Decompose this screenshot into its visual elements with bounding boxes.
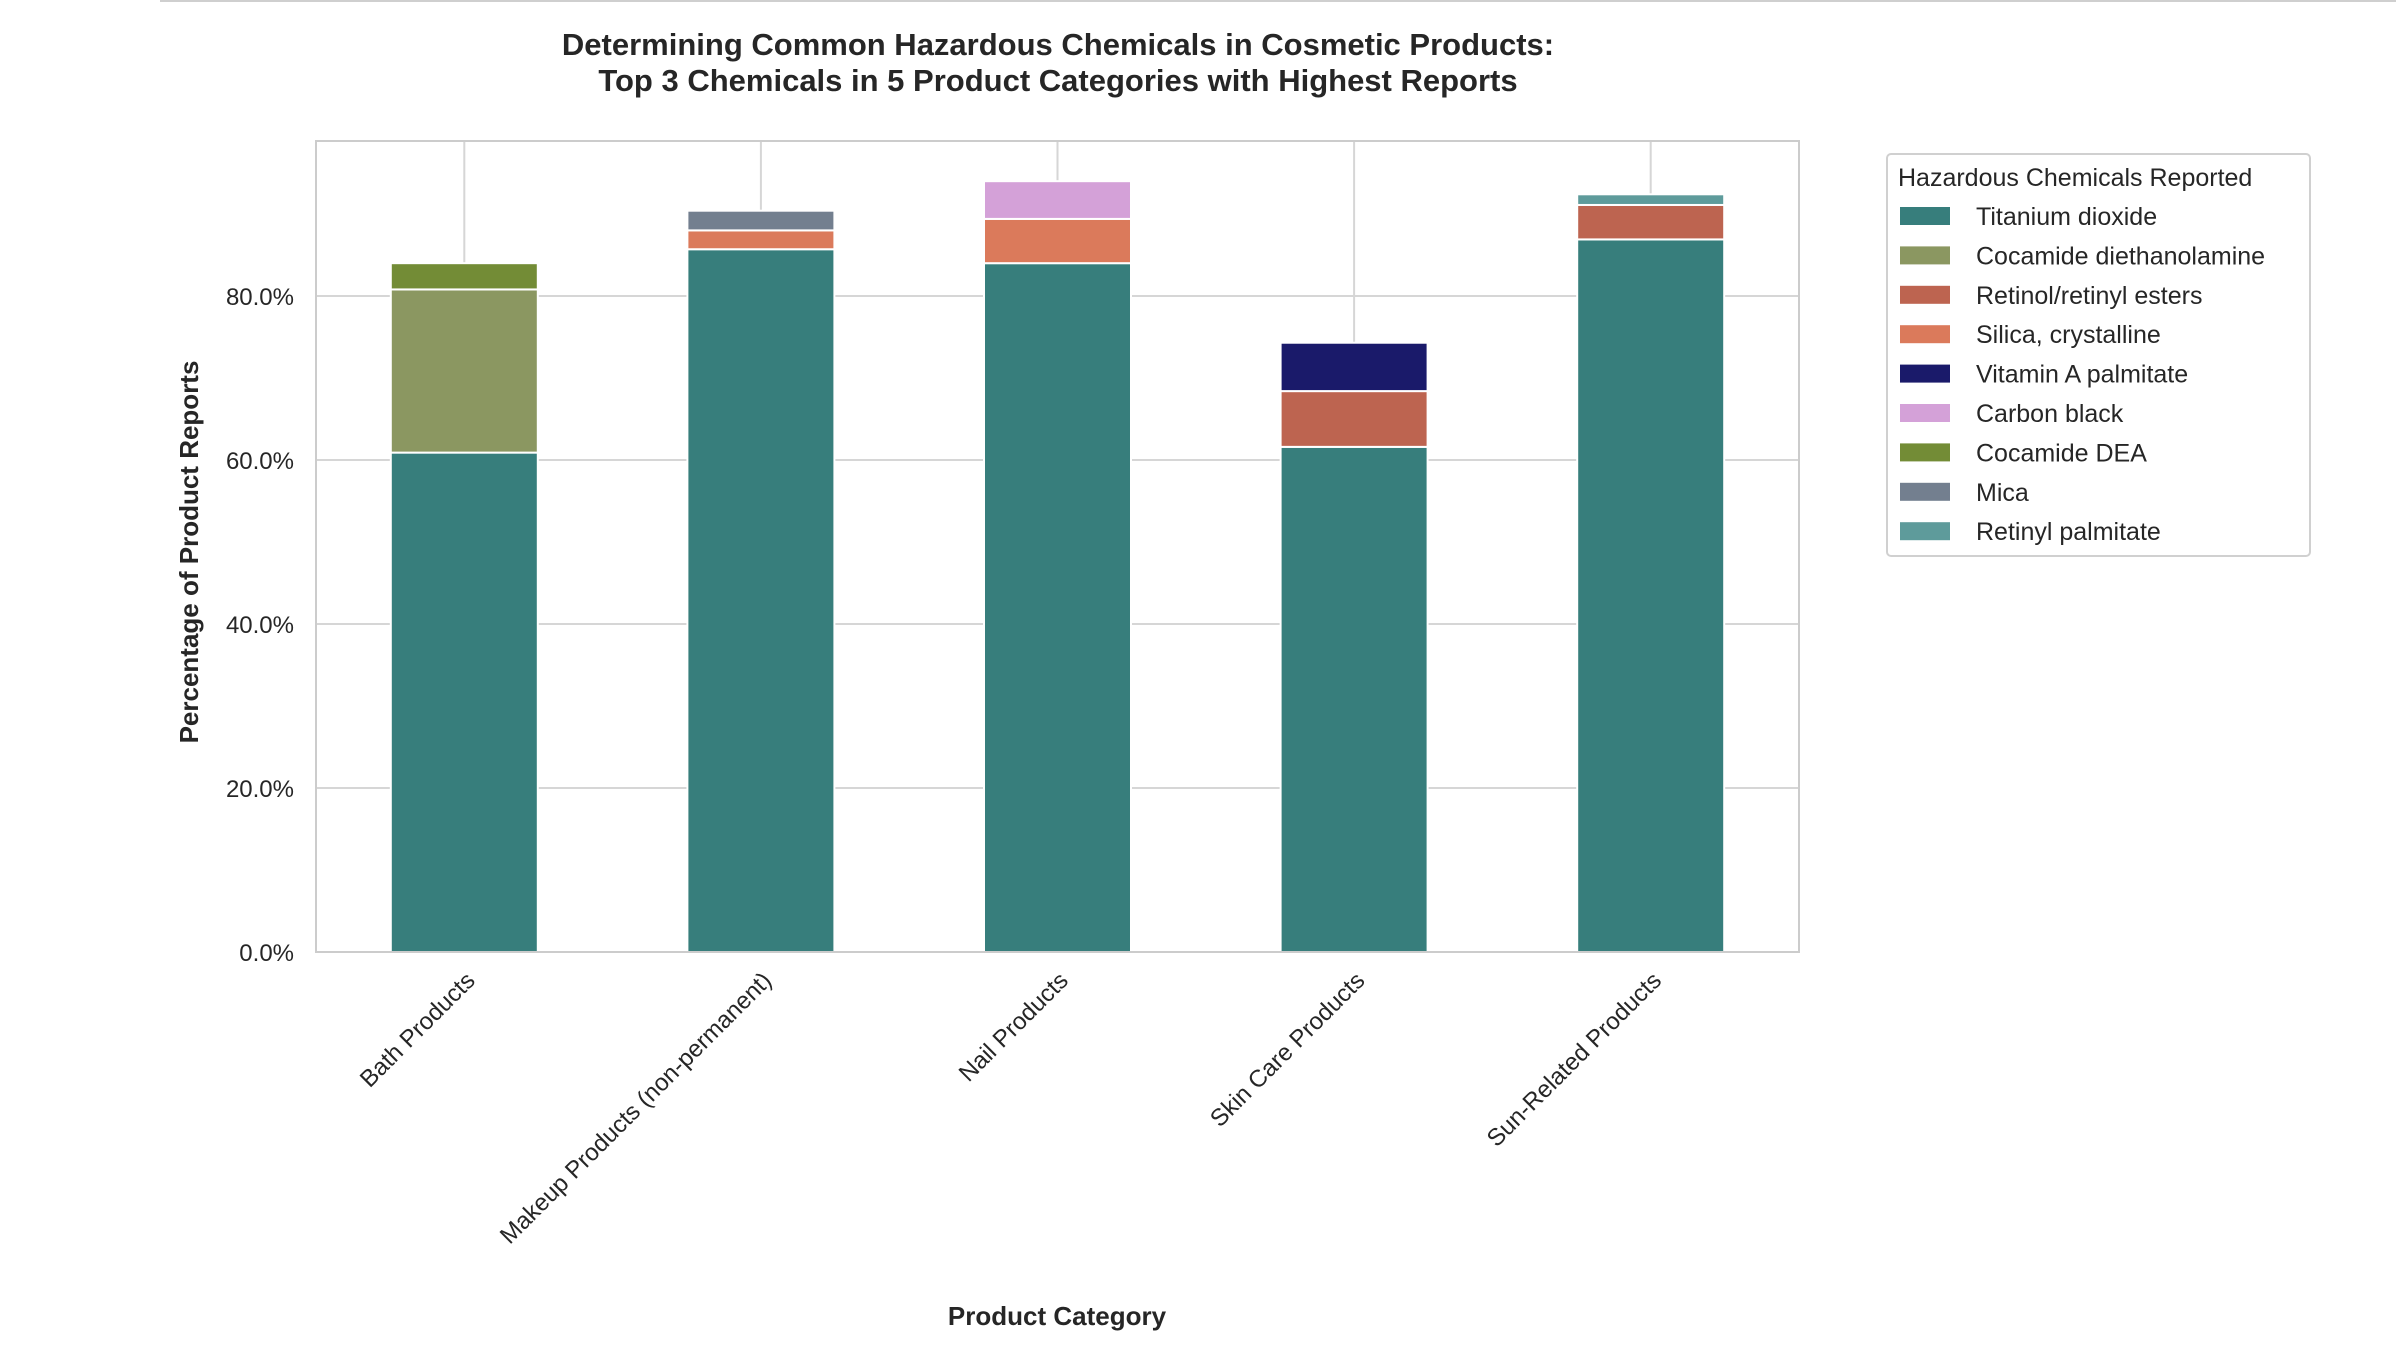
legend-entry: Retinol/retinyl esters (1976, 282, 2202, 310)
legend-entry: Cocamide DEA (1976, 439, 2147, 467)
bar-segment-titanium-dioxide (983, 262, 1132, 954)
legend-entry: Carbon black (1976, 400, 2124, 428)
bars (389, 180, 1726, 954)
bar-segment-retinol-retinyl-esters (1279, 390, 1429, 448)
legend-swatch (1900, 207, 1950, 225)
legend-entry: Cocamide diethanolamine (1976, 242, 2265, 270)
x-axis-label: Product Category (948, 1301, 1167, 1331)
x-tick-label: Bath Products (355, 967, 481, 1093)
x-tick-label: Skin Care Products (1205, 967, 1370, 1132)
x-axis-ticks: Bath Products Makeup Products (non-perman… (355, 967, 1667, 1249)
legend-entry: Mica (1976, 479, 2029, 507)
y-axis-label: Percentage of Product Reports (174, 361, 204, 744)
bar-segment-titanium-dioxide (1576, 238, 1726, 954)
plot-frame (315, 140, 1800, 953)
y-tick-label: 20.0% (226, 776, 294, 803)
legend-swatch (1900, 325, 1950, 344)
bar-segment-carbon-black (983, 180, 1132, 220)
legend-entry: Retinyl palmitate (1976, 518, 2161, 546)
legend-entry: Silica, crystalline (1976, 321, 2161, 349)
bar-segment-silica-crystalline (686, 229, 836, 251)
bar-segment-cocamide-diethanolamine (389, 288, 539, 454)
legend-swatch (1900, 285, 1950, 304)
chart-title: Determining Common Hazardous Chemicals i… (562, 27, 1554, 62)
y-tick-label: 0.0% (239, 940, 294, 967)
chart-subtitle: Top 3 Chemicals in 5 Product Categories … (598, 63, 1517, 98)
y-tick-label: 40.0% (226, 612, 294, 639)
bar-segment-vitamin-a-palmitate (1279, 341, 1429, 393)
legend-swatch (1900, 364, 1950, 383)
bar-segment-titanium-dioxide (1279, 445, 1429, 953)
x-tick-label: Sun-Related Products (1482, 967, 1667, 1152)
legend-entry: Vitamin A palmitate (1976, 361, 2188, 389)
legend-swatch (1900, 404, 1950, 422)
bar-segment-retinyl-palmitate (1576, 193, 1726, 206)
legend-swatch (1900, 522, 1950, 541)
legend-swatch (1900, 443, 1950, 462)
y-axis-ticks: 0.0% 20.0% 40.0% 60.0% 80.0% (226, 284, 294, 967)
bar-segment-mica (686, 209, 836, 232)
legend-swatch (1900, 482, 1950, 501)
x-tick-label: Nail Products (954, 967, 1074, 1087)
bar-segment-silica-crystalline (983, 217, 1132, 265)
y-tick-label: 60.0% (226, 448, 294, 475)
legend-frame (1886, 153, 2311, 557)
y-tick-label: 80.0% (226, 284, 294, 311)
legend-entry: Titanium dioxide (1976, 203, 2157, 231)
x-tick-label: Makeup Products (non-permanent) (495, 967, 777, 1249)
bar-segment-titanium-dioxide (389, 451, 539, 953)
bar-segment-titanium-dioxide (686, 248, 836, 953)
legend: Hazardous Chemicals Reported Titanium di… (1886, 153, 2311, 557)
legend-swatch (1900, 246, 1950, 265)
bar-segment-cocamide-dea (389, 262, 539, 291)
bar-segment-retinol-retinyl-esters (1576, 203, 1726, 241)
legend-title: Hazardous Chemicals Reported (1898, 164, 2252, 192)
